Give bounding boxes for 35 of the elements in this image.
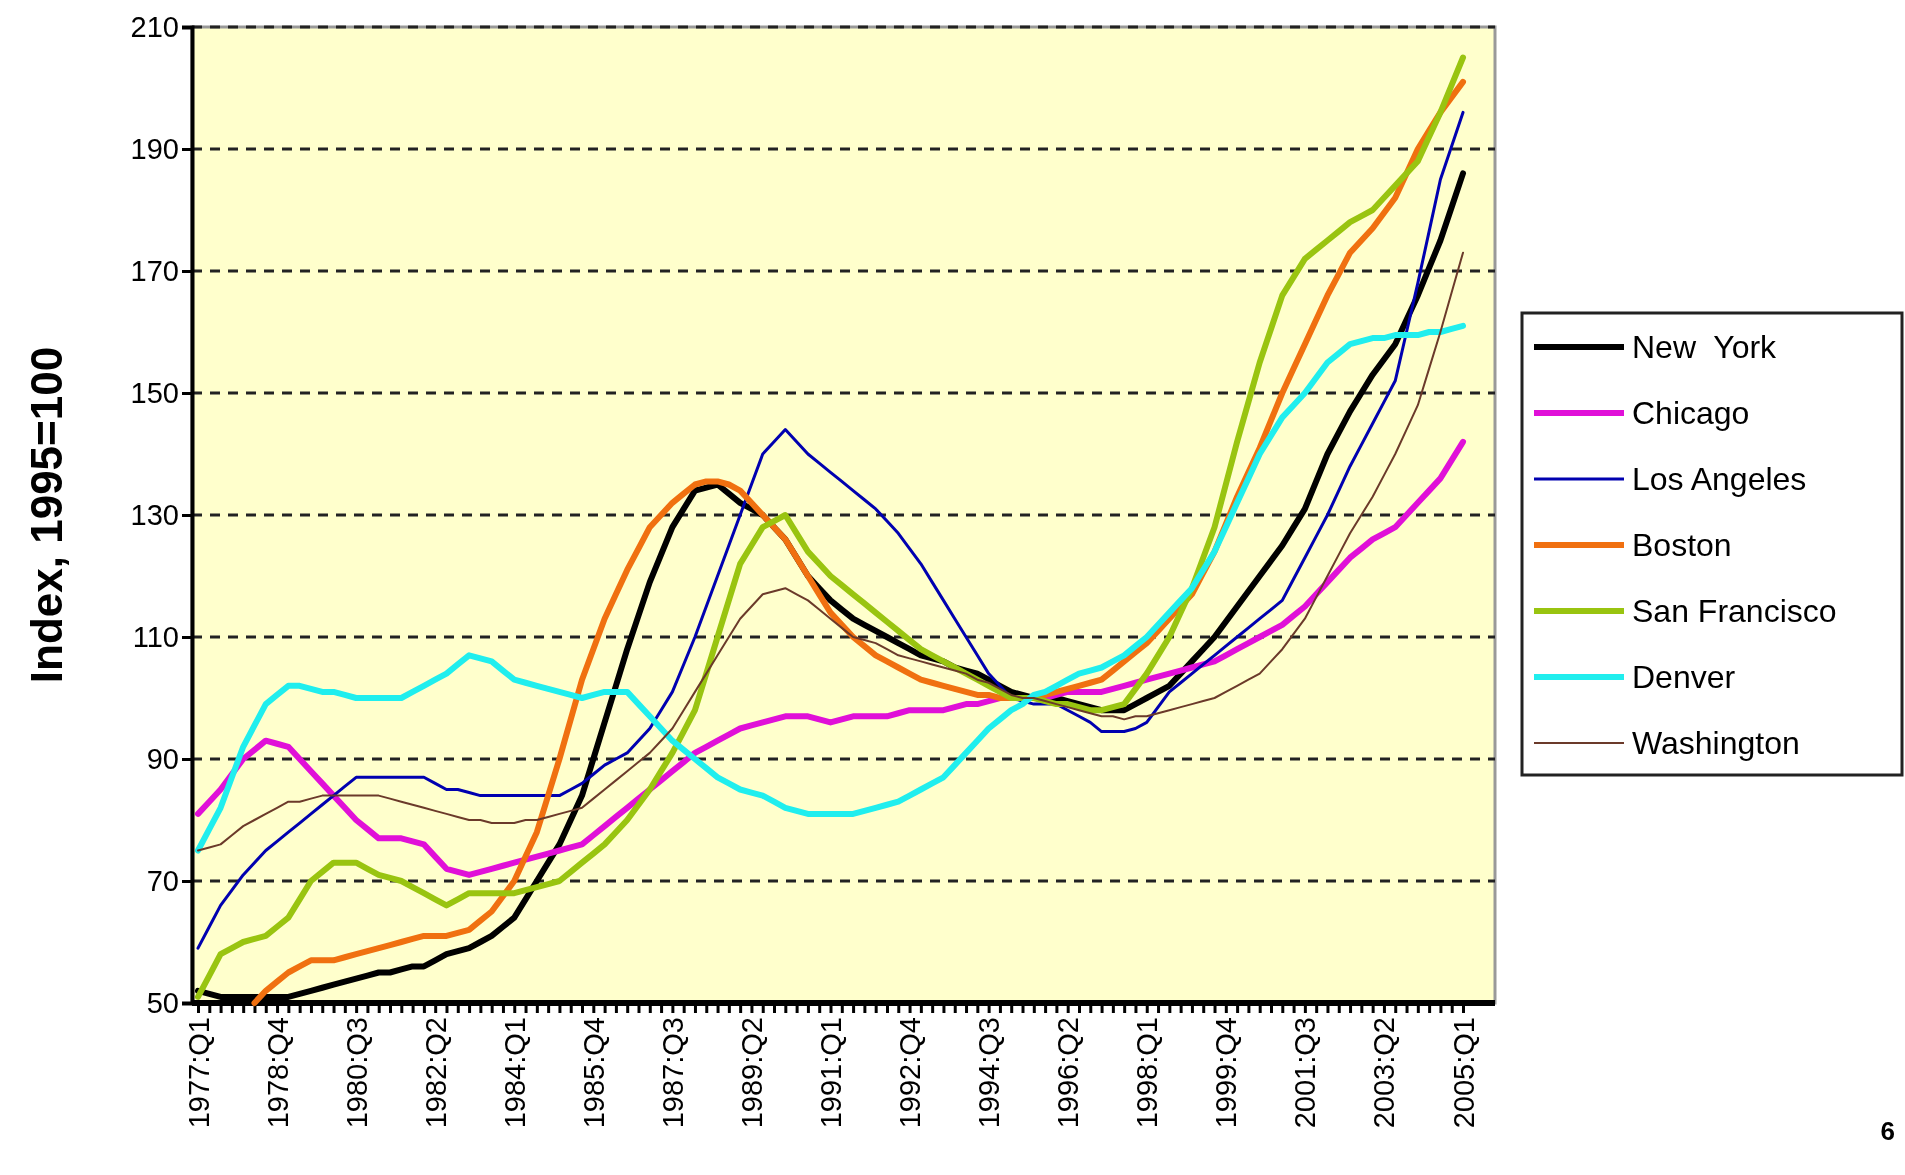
x-tick-label: 1998:Q1	[1131, 1017, 1164, 1129]
x-tick-label: 1989:Q2	[735, 1017, 768, 1129]
y-tick-label: 130	[130, 498, 179, 531]
x-tick-label: 1999:Q4	[1210, 1017, 1243, 1129]
x-tick-label: 1985:Q4	[577, 1017, 610, 1129]
y-tick-label: 170	[130, 254, 179, 287]
legend-label: New York	[1632, 329, 1778, 366]
y-tick-label: 150	[130, 376, 179, 409]
x-tick-label: 1991:Q1	[815, 1017, 847, 1129]
legend-label: Boston	[1632, 527, 1732, 564]
y-tick-label: 210	[130, 10, 179, 43]
y-tick-label: 190	[130, 132, 179, 165]
legend-label: Chicago	[1632, 395, 1750, 432]
x-tick-label: 1978:Q4	[261, 1017, 294, 1129]
legend-label: Washington	[1632, 725, 1800, 762]
y-tick-label: 90	[146, 742, 179, 775]
x-tick-label: 1996:Q2	[1052, 1017, 1085, 1129]
legend-label: San Francisco	[1632, 593, 1837, 630]
legend-label: Denver	[1632, 659, 1736, 696]
x-tick-label: 1982:Q2	[419, 1017, 452, 1129]
y-tick-label: 110	[132, 620, 179, 653]
x-tick-label: 1984:Q1	[498, 1017, 531, 1129]
y-tick-label: 50	[146, 986, 179, 1019]
x-tick-label: 2001:Q3	[1289, 1017, 1322, 1129]
x-tick-label: 1977:Q1	[182, 1017, 215, 1129]
x-tick-label: 1994:Q3	[973, 1017, 1006, 1129]
legend-label: Los Angeles	[1632, 461, 1807, 498]
x-tick-label: 2005:Q1	[1447, 1017, 1480, 1129]
x-tick-label: 1987:Q3	[656, 1017, 689, 1129]
x-tick-label: 1992:Q4	[894, 1017, 927, 1129]
text: 6	[1880, 1116, 1895, 1146]
x-tick-label: 1980:Q3	[340, 1017, 373, 1129]
x-tick-label: 2003:Q2	[1368, 1017, 1401, 1129]
y-axis-title: Index, 1995=100	[22, 346, 71, 684]
y-tick-label: 70	[146, 864, 179, 897]
